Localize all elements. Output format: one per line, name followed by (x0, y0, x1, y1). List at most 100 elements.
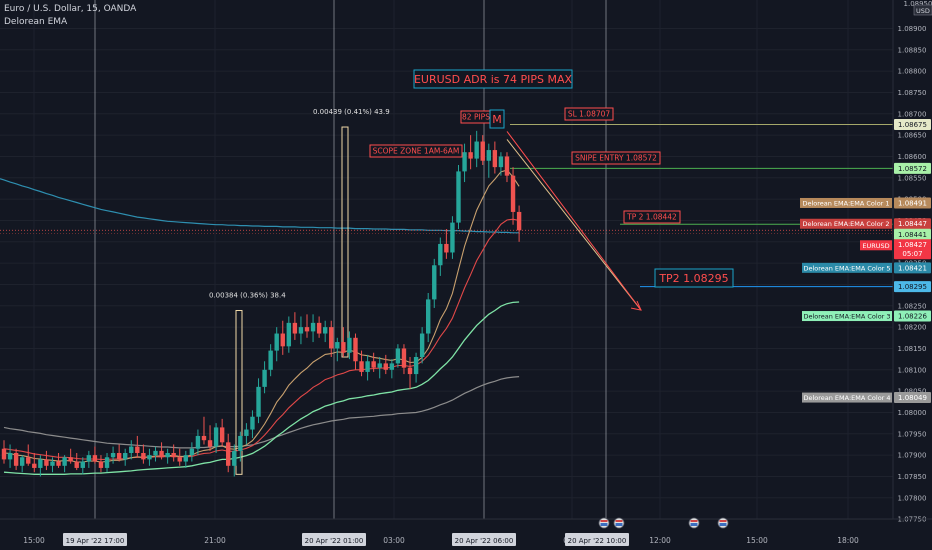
candle-body (486, 150, 491, 161)
candle-body (498, 156, 504, 168)
candle-body (304, 327, 310, 332)
ema-color-3-line (3, 301, 520, 475)
badge-ema5-bg[interactable] (894, 262, 931, 274)
ema5-label: Delorean EMA:EMA Color 5 (803, 264, 890, 272)
measure-bar[interactable] (235, 309, 243, 475)
sl-label-box[interactable] (564, 107, 614, 121)
candle-body (419, 333, 425, 357)
candle-body (153, 450, 158, 456)
event-flag-icon[interactable] (598, 517, 610, 529)
price-tick: 1.08800 (898, 68, 927, 76)
badge-ema2-bg[interactable] (894, 218, 931, 230)
candle-body (165, 453, 170, 458)
projection-line[interactable] (506, 139, 642, 311)
ema5-label-bg[interactable] (802, 262, 892, 273)
event-flag-icon[interactable] (688, 517, 700, 529)
ema4-label: Delorean EMA:EMA Color 4 (803, 394, 890, 402)
candle-body (189, 448, 195, 456)
date-label: 20 Apr '22 06:00 (455, 537, 514, 545)
candle-body (135, 446, 140, 453)
tp2-big-label: TP2 1.08295 (658, 272, 728, 285)
tp2-big-label-box[interactable] (654, 268, 734, 288)
measure-tools[interactable]: 0.00439 (0.41%) 43.9 0.00384 (0.36%) 38.4 (209, 108, 390, 475)
candle-body (407, 367, 413, 375)
date-label-bg[interactable] (63, 533, 127, 546)
date-label: 20 Apr '22 01:00 (305, 537, 364, 545)
date-label: 19 Apr '22 17:00 (66, 537, 125, 545)
annotations[interactable]: EURUSD ADR is 74 PIPS MAX 82 PIPS M SCOPE Z… (369, 69, 734, 288)
chart-title: Euro / U.S. Dollar, 15, OANDA (4, 4, 137, 14)
badge-current-bg[interactable] (894, 239, 931, 260)
candle-body (450, 222, 455, 253)
candle-body (316, 322, 322, 334)
tp2-small-label: TP 2 1.08442 (626, 213, 677, 222)
event-flag-stripe (719, 523, 727, 526)
price-tick: 1.07950 (898, 430, 927, 438)
badge-ema3: 1.08226 (898, 313, 927, 321)
event-flag-stripe (600, 520, 608, 522)
tp2-small-label-box[interactable] (623, 210, 681, 224)
price-tick: 1.08900 (898, 25, 927, 33)
candle-body (377, 363, 382, 368)
candle-body (395, 348, 401, 364)
ema3-label-bg[interactable] (802, 311, 892, 322)
candle-body (238, 435, 243, 451)
projection-line-red[interactable] (506, 131, 642, 311)
m-mark-label-box[interactable] (489, 109, 505, 129)
indicator-name[interactable]: Delorean EMA (4, 17, 68, 27)
ema1-label-bg[interactable] (800, 197, 892, 208)
candle-body (359, 361, 364, 372)
candle-body (98, 461, 104, 468)
candle-body (280, 333, 285, 347)
ema4-label-bg[interactable] (802, 392, 892, 403)
ema3-label: Delorean EMA:EMA Color 3 (803, 313, 890, 321)
ema2-label-bg[interactable] (800, 218, 892, 229)
badge-tp-small-bg[interactable] (894, 228, 931, 240)
badge-snipe-bg[interactable] (894, 162, 931, 174)
candle-body (26, 457, 31, 464)
candle-body (286, 322, 292, 347)
adr-label-box[interactable] (413, 69, 573, 89)
badge-sl-bg[interactable] (894, 118, 931, 130)
date-label-bg[interactable] (452, 533, 516, 546)
candle-body (32, 463, 37, 468)
symbol-label: EURUSD (862, 242, 889, 250)
candle-body (347, 337, 352, 353)
candle-body (438, 243, 443, 266)
projection[interactable] (506, 131, 642, 311)
badge-countdown: 05:07 (902, 250, 922, 258)
badge-ema1-bg[interactable] (894, 197, 931, 209)
scope-zone-label: SCOPE ZONE 1AM-6AM (373, 147, 460, 156)
price-tick: 1.08150 (898, 345, 927, 353)
event-flag-stripe (690, 523, 698, 526)
candle-body (413, 357, 419, 375)
measure-bar[interactable] (341, 126, 349, 358)
candle-body (123, 453, 128, 460)
price-tick: 1.07850 (898, 473, 927, 481)
badge-tp2-bg[interactable] (894, 281, 931, 293)
event-flag-stripe (600, 523, 608, 526)
candle-body (401, 348, 407, 368)
badge-ema4-bg[interactable] (894, 392, 931, 404)
candle-body (292, 322, 298, 334)
candle-body (92, 455, 98, 462)
date-label-bg[interactable] (302, 533, 366, 546)
event-flag-icon[interactable] (613, 517, 625, 529)
badge-ema3-bg[interactable] (894, 310, 931, 322)
candle-body (56, 461, 61, 466)
event-flag-stripe (615, 523, 623, 526)
snipe-entry-label-box[interactable] (571, 151, 661, 165)
date-label-bg[interactable] (565, 533, 629, 546)
candle-body (219, 427, 225, 443)
scope-zone-label-box[interactable] (369, 144, 463, 158)
price-tick: 1.07800 (898, 494, 927, 502)
event-flag-icon[interactable] (717, 517, 729, 529)
candle-body (462, 152, 467, 172)
candle-body (353, 337, 358, 362)
symbol-label-bg[interactable] (860, 240, 892, 251)
currency-box[interactable] (913, 4, 932, 16)
candle-body (426, 299, 431, 334)
